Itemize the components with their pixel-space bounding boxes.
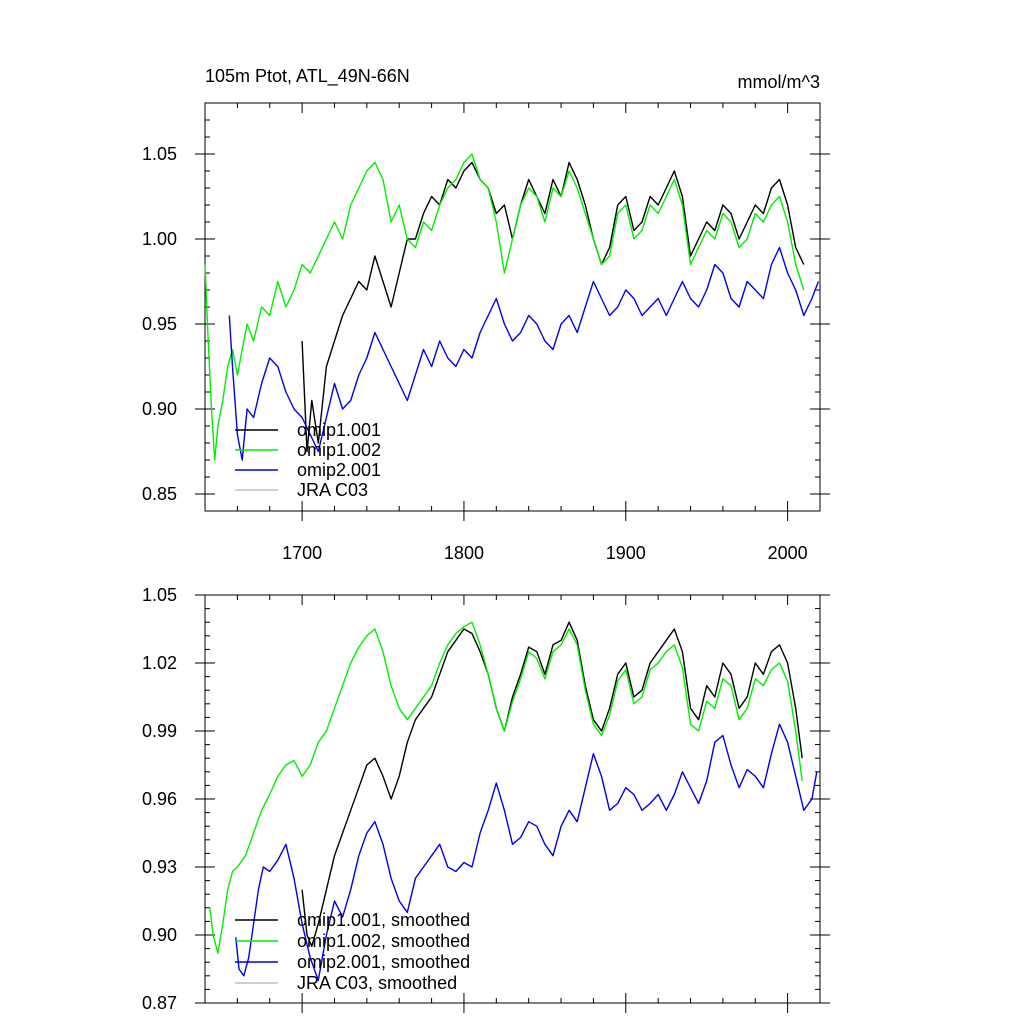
legend-label: JRA C03, smoothed [297, 973, 457, 993]
legend-label: omip2.001 [297, 460, 381, 480]
legend-label: omip1.002 [297, 440, 381, 460]
y-tick-label: 1.05 [142, 585, 177, 605]
series-line-1 [204, 153, 805, 461]
y-tick-label: 0.85 [142, 484, 177, 504]
series-line-1 [209, 621, 803, 954]
y-tick-label: 0.87 [142, 993, 177, 1013]
y-tick-label: 0.95 [142, 314, 177, 334]
y-tick-label: 0.96 [142, 789, 177, 809]
y-tick-label: 0.90 [142, 925, 177, 945]
panel-annual: 1700 1800 1900 2000 0.85 0.90 0.95 1.00 1.05 omip… [142, 102, 830, 563]
x-tick-label: 1700 [282, 543, 322, 563]
x-tick-label: 1900 [606, 543, 646, 563]
y-tick-label: 1.05 [142, 144, 177, 164]
y-tick-label: 0.93 [142, 857, 177, 877]
series-line-0 [301, 621, 803, 947]
legend-label: omip2.001, smoothed [297, 952, 470, 972]
y-tick-label: 0.90 [142, 399, 177, 419]
chart-title: 105m Ptot, ATL_49N-66N [205, 66, 410, 86]
series-line-2 [235, 723, 818, 981]
panel-smoothed: 0.87 0.90 0.93 0.96 0.99 1.02 1.05 omip1.001, s… [142, 585, 830, 1013]
legend-label: omip1.001 [297, 420, 381, 440]
series-line-2 [228, 246, 820, 461]
x-tick-label: 1800 [444, 543, 484, 563]
series-line-0 [301, 161, 805, 453]
y-tick-label: 1.00 [142, 229, 177, 249]
y-tick-label: 1.02 [142, 653, 177, 673]
legend-label: JRA C03 [297, 480, 368, 500]
x-tick-label: 2000 [768, 543, 808, 563]
legend-label: omip1.001, smoothed [297, 910, 470, 930]
legend-label: omip1.002, smoothed [297, 931, 470, 951]
y-tick-label: 0.99 [142, 721, 177, 741]
units-label: mmol/m^3 [737, 72, 820, 92]
